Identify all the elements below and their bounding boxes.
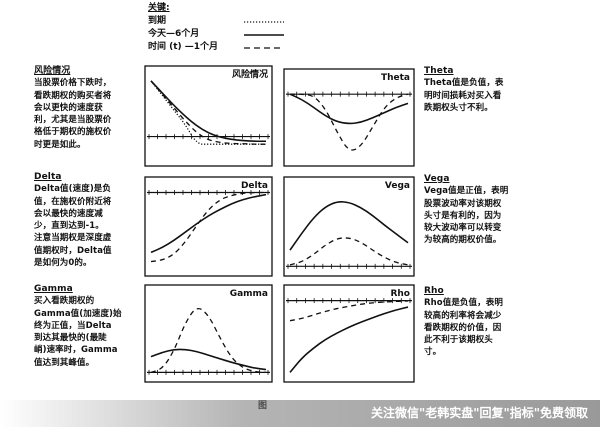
series-line-solid — [150, 348, 267, 371]
explanation-text: Vega值是正值，表明 股票波动率对该期权 头寸是有利的，因为 较大波动率可以转… — [424, 186, 509, 246]
legend-item: 时间 (t) —1个月 — [148, 41, 284, 54]
chart-title: Delta — [241, 181, 268, 191]
explanation-heading: Vega — [424, 174, 450, 184]
series-line-dashed — [150, 307, 267, 374]
legend-item: 到期 — [148, 15, 284, 28]
explanation-text: Delta值(速度)是负 值，在施权价附近将 会以最快的速度减 少，直到达到-1… — [34, 184, 112, 269]
series-line-dashed — [289, 300, 409, 322]
chart-panel: 风险情况 — [144, 65, 273, 167]
chart-frame — [144, 284, 273, 383]
legend-swatch-solid — [244, 33, 284, 36]
chart-frame — [283, 68, 415, 167]
legend-item: 今天—6个月 — [148, 28, 284, 41]
chart-panel: Rho — [283, 284, 415, 383]
explanation-heading: Theta — [424, 66, 454, 76]
chart-panel: Vega — [283, 176, 415, 277]
explanation-rho: Rho Rho值是负值，表明 较高的利率将会减少 看跌期权的价值，因 此不利于该… — [424, 285, 524, 359]
chart-title: Vega — [385, 181, 410, 191]
left-explanations: 风险情况 当股票价格下跌时， 看跌期权的购买者将 会以更快的速度获 利，尤其是当… — [34, 65, 134, 369]
explanation-heading: Gamma — [34, 284, 73, 294]
series-line-dashed — [150, 191, 266, 263]
explanation-risk: 风险情况 当股票价格下跌时， 看跌期权的购买者将 会以更快的速度获 利，尤其是当… — [34, 65, 134, 171]
series-line-dashed — [150, 80, 266, 145]
chart-panel: Delta — [144, 176, 273, 277]
explanation-text: 当股票价格下跌时， 看跌期权的购买者将 会以更快的速度获 利，尤其是当股票价 格… — [34, 78, 112, 150]
series-line-solid — [150, 80, 266, 143]
legend-label-expiry: 到期 — [148, 16, 167, 26]
explanation-vega: Vega Vega值是正值，表明 股票波动率对该期权 头寸是有利的，因为 较大波… — [424, 173, 524, 285]
chart-frame — [283, 176, 415, 277]
chart-panel: Gamma — [144, 284, 273, 383]
explanation-heading: Delta — [34, 172, 62, 182]
series-line-solid — [289, 93, 409, 125]
legend-label-6m: 今天—6个月 — [148, 29, 200, 39]
chart-title: Rho — [390, 289, 410, 299]
explanation-theta: Theta Theta值是负值，表 明时间损耗对买入看 跌期权头寸不利。 — [424, 65, 524, 173]
legend-swatch-dashed — [244, 46, 284, 49]
explanation-text: 买入看跌期权的 Gamma值(加速度)始 终为正值，当Delta 到达其最快的(… — [34, 296, 122, 368]
watermark-banner: 关注微信"老韩实盘"回复"指标"免费领取 — [0, 400, 600, 427]
right-explanations: Theta Theta值是负值，表 明时间损耗对买入看 跌期权头寸不利。 Veg… — [424, 65, 524, 359]
chart-title: 风险情况 — [232, 68, 268, 80]
explanation-delta: Delta Delta值(速度)是负 值，在施权价附近将 会以最快的速度减 少，… — [34, 171, 134, 283]
legend-label-1m: 时间 (t) —1个月 — [148, 42, 219, 52]
explanation-heading: Rho — [424, 286, 444, 296]
explanation-text: Rho值是负值，表明 较高的利率将会减少 看跌期权的价值，因 此不利于该期权头 … — [424, 298, 503, 358]
legend-swatch-dotted — [244, 20, 284, 23]
explanation-gamma: Gamma 买入看跌期权的 Gamma值(加速度)始 终为正值，当Delta 到… — [34, 283, 134, 369]
series-line-solid — [289, 306, 409, 373]
chart-title: Gamma — [230, 289, 268, 299]
chart-frame — [144, 65, 273, 167]
explanation-heading: 风险情况 — [34, 66, 71, 76]
legend-header: 关键: — [148, 3, 170, 13]
chart-title: Theta — [381, 73, 410, 83]
series-line-solid — [289, 201, 409, 251]
legend: 关键: 到期 今天—6个月 时间 (t) —1个月 — [148, 2, 284, 54]
explanation-text: Theta值是负值，表 明时间损耗对买入看 跌期权头寸不利。 — [424, 78, 504, 113]
chart-panel: Theta — [283, 68, 415, 167]
series-line-solid — [150, 193, 267, 254]
